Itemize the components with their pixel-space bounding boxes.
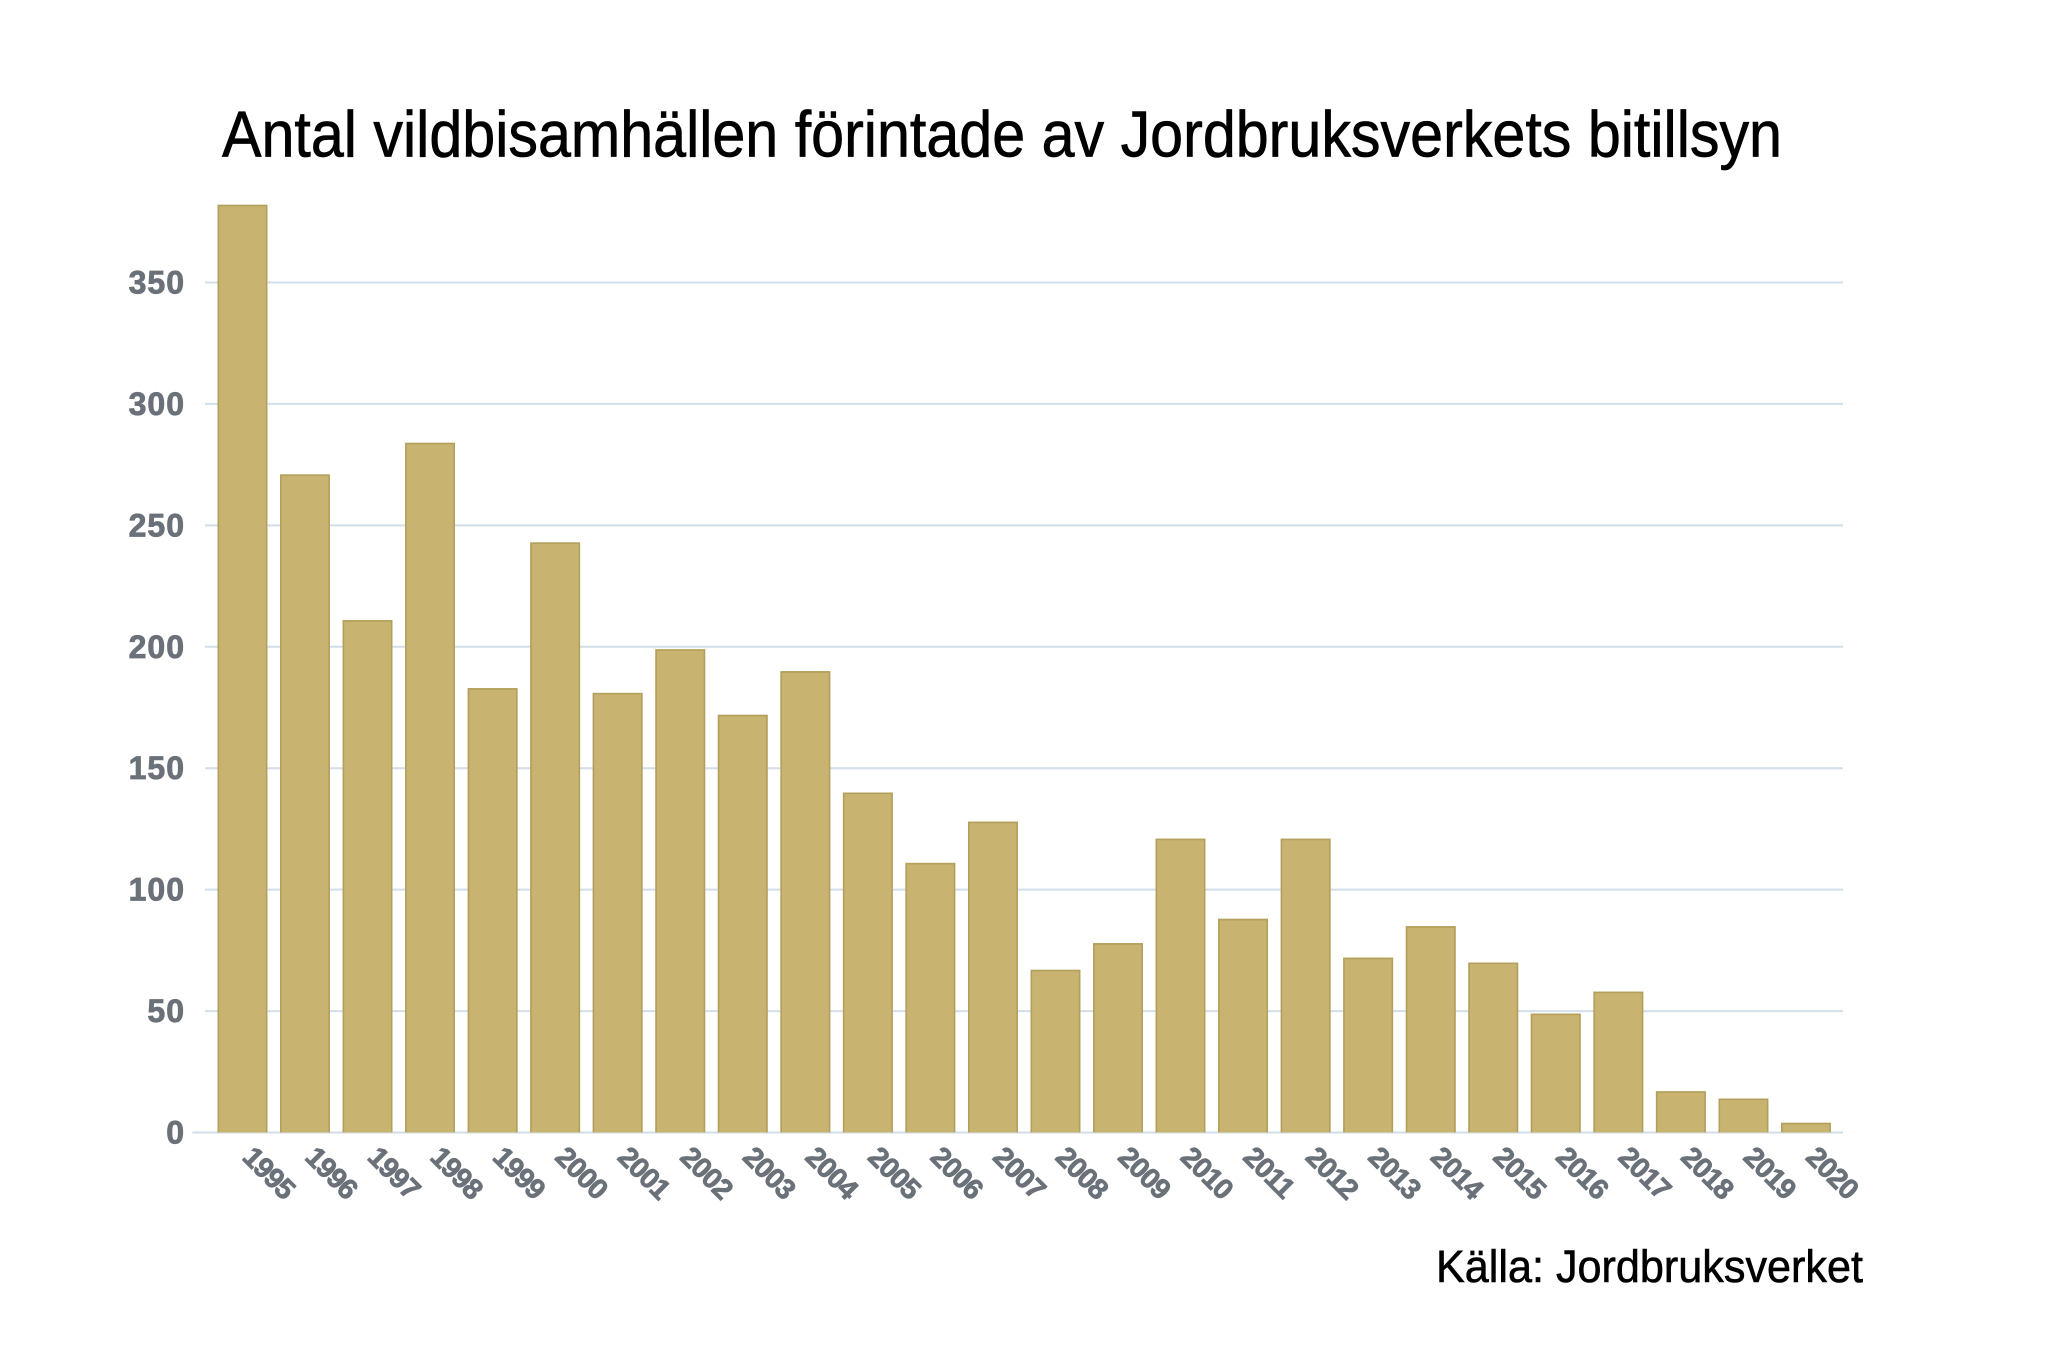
svg-text:200: 200 — [129, 629, 185, 665]
svg-text:Antal vildbisamhällen förintad: Antal vildbisamhällen förintade av Jordb… — [222, 98, 1782, 171]
svg-text:250: 250 — [129, 507, 185, 543]
svg-text:50: 50 — [147, 993, 185, 1029]
svg-text:0: 0 — [166, 1115, 185, 1151]
svg-text:Källa: Jordbruksverket: Källa: Jordbruksverket — [1436, 1241, 1863, 1292]
svg-text:350: 350 — [129, 265, 185, 301]
svg-text:150: 150 — [129, 750, 185, 786]
svg-text:300: 300 — [129, 386, 185, 422]
svg-text:100: 100 — [129, 872, 185, 908]
